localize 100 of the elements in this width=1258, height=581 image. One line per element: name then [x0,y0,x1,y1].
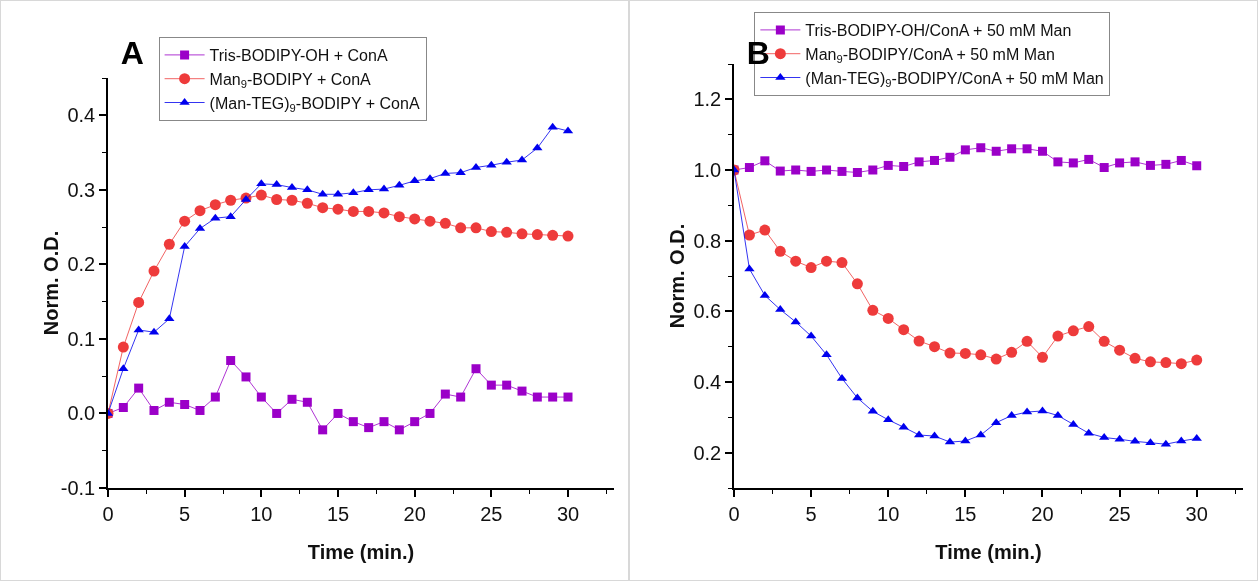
point [790,317,801,325]
point [1145,438,1156,446]
chart-title: B [746,34,770,71]
point [929,341,941,353]
point [302,185,313,193]
point [148,265,160,277]
x-tick-label: 15 [326,502,350,525]
point [318,425,328,435]
point [255,189,267,201]
point [976,143,986,153]
x-tick-label: 20 [1031,502,1054,525]
point [363,185,374,193]
y-tick-label: 0.4 [67,104,96,127]
legend-label: (Man-TEG)$_{9}$-BODIPY/ConA + 50 mM Man [805,69,1104,90]
point [272,408,282,418]
point [348,417,358,427]
point [456,392,466,402]
point [913,335,925,347]
point [425,408,435,418]
point [133,296,145,308]
point [1068,419,1079,427]
legend-label: Tris-BODIPY-OH + ConA [209,47,388,65]
point [960,145,970,155]
point [991,146,1001,156]
point [868,165,878,175]
point [531,229,543,241]
point [959,347,971,359]
point [791,165,801,175]
x-tick-label: 0 [728,502,740,525]
point [563,392,573,402]
point [501,226,513,238]
point [1160,357,1172,369]
point [759,224,771,236]
point [929,431,940,439]
point [1068,158,1078,168]
point [1037,146,1047,156]
point [821,350,832,358]
y-axis-title: Norm. O.D. [39,230,62,336]
point [348,188,359,196]
point [883,160,893,170]
point [286,194,298,206]
point [760,156,770,166]
point [1144,356,1156,368]
point [1053,157,1063,167]
point [1007,144,1017,154]
point [409,213,421,225]
point [440,389,450,399]
x-tick-label: 25 [480,502,503,525]
point [1022,144,1032,154]
point [317,202,329,214]
point [516,228,528,240]
point [1083,321,1095,333]
point [1145,160,1155,170]
y-tick-label: 0.6 [693,300,722,323]
legend-label: Tris-BODIPY-OH/ConA + 50 mM Man [805,22,1072,40]
point [836,257,848,269]
y-tick-label: 0.2 [67,253,96,276]
point [394,425,404,435]
point [975,430,986,438]
chart-title: A [120,34,144,71]
point [179,215,191,227]
x-tick-label: 30 [1185,502,1208,525]
point [898,324,910,336]
x-tick-label: 5 [179,502,191,525]
point [347,205,359,217]
y-tick-label: 1.0 [693,159,722,181]
point [180,400,190,410]
x-axis-title: Time (min.) [307,540,415,563]
point [852,393,863,401]
point [486,380,496,390]
point [502,380,512,390]
point [225,194,237,206]
point [163,238,175,250]
point [547,229,559,241]
point [410,417,420,427]
x-tick-label: 10 [877,502,900,525]
x-tick-label: 15 [954,502,977,525]
point [867,304,879,316]
point [409,176,420,184]
point [440,168,451,176]
y-tick-label: 0.0 [67,402,96,425]
point [1021,335,1033,347]
point [210,392,220,402]
point [805,262,817,274]
point [378,207,390,219]
point [149,405,159,415]
y-tick-label: 0.8 [693,229,722,252]
y-tick-label: 1.2 [693,88,722,111]
x-tick-label: 0 [102,502,114,525]
point [394,180,405,188]
point [1176,155,1186,165]
point [990,353,1002,365]
point [1176,436,1187,444]
point [562,230,574,242]
point [821,255,833,267]
point [485,226,497,238]
point [774,245,786,257]
point [532,392,542,402]
point [548,392,558,402]
point [363,205,375,217]
